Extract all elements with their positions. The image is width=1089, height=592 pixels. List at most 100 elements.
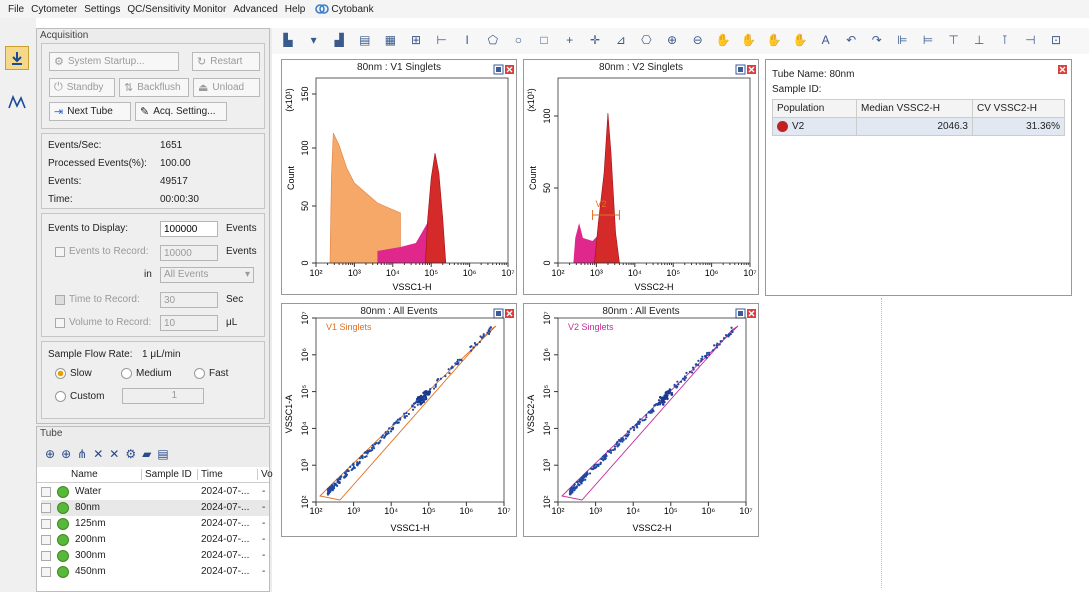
- col-sample-id[interactable]: Sample ID: [141, 469, 192, 480]
- zoom-in-icon[interactable]: ⊕: [664, 32, 680, 48]
- standby-button[interactable]: ⏻ Standby: [49, 78, 115, 97]
- events-to-record-checkbox[interactable]: [55, 247, 65, 257]
- next-tube-button[interactable]: ⇥ Next Tube: [49, 102, 131, 121]
- event-cluster-dot: [419, 399, 422, 402]
- event-dot: [599, 463, 601, 465]
- tube-group-icon[interactable]: ⋔: [77, 447, 93, 461]
- distribute-icon[interactable]: ⊺: [997, 32, 1013, 48]
- table-row[interactable]: 450nm 2024-07-... -: [41, 564, 269, 580]
- tube-checkbox[interactable]: [41, 503, 51, 513]
- ellipse-gate-icon[interactable]: ○: [510, 32, 526, 48]
- custom-radio[interactable]: [55, 391, 66, 402]
- overlay-icon[interactable]: ▟: [331, 32, 347, 48]
- col-population[interactable]: Population: [773, 100, 857, 118]
- menu-settings[interactable]: Settings: [84, 4, 120, 15]
- event-dot: [440, 378, 442, 380]
- events-to-display-input[interactable]: [160, 221, 218, 237]
- volume-to-record-input[interactable]: [160, 315, 218, 331]
- backflush-button[interactable]: ⇅ Backflush: [119, 78, 189, 97]
- statistics-panel[interactable]: Tube Name: 80nm Sample ID: Population Me…: [765, 59, 1072, 296]
- table-row[interactable]: 200nm 2024-07-... -: [41, 532, 269, 548]
- fast-radio[interactable]: [194, 368, 205, 379]
- event-dot: [728, 334, 730, 336]
- quadrant-gate-icon[interactable]: ✛: [587, 32, 603, 48]
- slow-radio[interactable]: [55, 368, 66, 379]
- system-startup-button[interactable]: ⚙ System Startup...: [49, 52, 179, 71]
- plot-v2-singlets[interactable]: 80nm : V2 Singlets 10² 10³ 10⁴ 10⁵ 10⁶ 10⁷ 100…: [523, 59, 759, 295]
- unload-button[interactable]: ⏏ Unload: [193, 78, 260, 97]
- undo-icon[interactable]: ↶: [843, 32, 859, 48]
- menu-qc[interactable]: QC/Sensitivity Monitor: [127, 4, 226, 15]
- delete-tube-icon[interactable]: ✕: [93, 447, 109, 461]
- tube-checkbox[interactable]: [41, 519, 51, 529]
- menu-advanced[interactable]: Advanced: [233, 4, 277, 15]
- add-tube-icon[interactable]: ⊕: [61, 447, 77, 461]
- cross-gate-icon[interactable]: +: [562, 32, 578, 48]
- pan2-icon[interactable]: ✋: [741, 32, 757, 48]
- folder-icon[interactable]: ▰: [142, 447, 157, 461]
- auto-gate-icon[interactable]: ⊿: [613, 32, 629, 48]
- align-bottom-icon[interactable]: ⊥: [971, 32, 987, 48]
- close-icon[interactable]: [1058, 65, 1067, 74]
- col-cv[interactable]: CV VSSC2-H: [973, 100, 1065, 118]
- medium-radio[interactable]: [121, 368, 132, 379]
- volume-to-record-checkbox[interactable]: [55, 318, 65, 328]
- col-median[interactable]: Median VSSC2-H: [857, 100, 973, 118]
- new-tube-icon[interactable]: ⊕: [45, 447, 61, 461]
- report-icon[interactable]: ▤: [157, 447, 174, 461]
- hist-dropdown-icon[interactable]: ▾: [306, 32, 322, 48]
- table-row[interactable]: Water 2024-07-... -: [41, 484, 269, 500]
- font-icon[interactable]: A: [818, 32, 834, 48]
- dot-plot-icon[interactable]: ▤: [357, 32, 373, 48]
- tube-checkbox[interactable]: [41, 487, 51, 497]
- restart-button[interactable]: ↻ Restart: [192, 52, 260, 71]
- grid-icon[interactable]: ⊞: [408, 32, 424, 48]
- table-row[interactable]: 300nm 2024-07-... -: [41, 548, 269, 564]
- time-to-record-input[interactable]: [160, 292, 218, 308]
- tube-checkbox[interactable]: [41, 551, 51, 561]
- distribute-h-icon[interactable]: ⊣: [1022, 32, 1038, 48]
- analysis-mode-button[interactable]: [5, 90, 29, 114]
- zoom-out-icon[interactable]: ⊖: [690, 32, 706, 48]
- menu-file[interactable]: File: [8, 4, 24, 15]
- col-name[interactable]: Name: [71, 469, 98, 480]
- menu-cytometer[interactable]: Cytometer: [31, 4, 77, 15]
- events-to-record-input[interactable]: [160, 245, 218, 261]
- custom-flow-input[interactable]: 1: [122, 388, 204, 404]
- pan-icon[interactable]: ✋: [715, 32, 731, 48]
- line-gate-icon[interactable]: I: [459, 32, 475, 48]
- redo-icon[interactable]: ↷: [869, 32, 885, 48]
- align-center-icon[interactable]: ⊨: [920, 32, 936, 48]
- acquisition-mode-button[interactable]: [5, 46, 29, 70]
- time-to-record-checkbox[interactable]: [55, 295, 65, 305]
- plot-v1-scatter[interactable]: 80nm : All Events 10² 10² 10³ 10³ 10⁴ 10⁴ 10⁵ 1…: [281, 303, 517, 537]
- histogram-icon[interactable]: ▙: [280, 32, 296, 48]
- rectangle-gate-icon[interactable]: □: [536, 32, 552, 48]
- col-volume[interactable]: Vo: [257, 469, 273, 480]
- col-time[interactable]: Time: [197, 469, 223, 480]
- tube-settings-icon[interactable]: ⚙: [125, 447, 142, 461]
- in-select[interactable]: All Events ▾: [160, 267, 254, 283]
- align-top-icon[interactable]: ⊤: [946, 32, 962, 48]
- delete-all-icon[interactable]: ✕: [109, 447, 125, 461]
- menu-help[interactable]: Help: [285, 4, 306, 15]
- density-icon[interactable]: ▦: [382, 32, 398, 48]
- polygon-gate-icon[interactable]: ⬠: [485, 32, 501, 48]
- table-row[interactable]: 80nm 2024-07-... -: [41, 500, 269, 516]
- gear-icon: ⚙: [54, 55, 64, 68]
- table-row[interactable]: V2 2046.3 31.36%: [773, 118, 1065, 136]
- layout-icon[interactable]: ⊡: [1048, 32, 1064, 48]
- menu-cytobank[interactable]: Cytobank: [315, 2, 373, 16]
- table-row[interactable]: 125nm 2024-07-... -: [41, 516, 269, 532]
- tube-checkbox[interactable]: [41, 567, 51, 577]
- plot-v2-scatter[interactable]: 80nm : All Events 10² 10² 10³ 10³ 10⁴ 10⁴ 10⁵ 1…: [523, 303, 759, 537]
- acq-setting-button[interactable]: ✎ Acq. Setting...: [135, 102, 227, 121]
- hand2-icon[interactable]: ✋: [792, 32, 808, 48]
- hand-icon[interactable]: ✋: [766, 32, 782, 48]
- range-gate-icon[interactable]: ⊢: [434, 32, 450, 48]
- lasso-icon[interactable]: ⎔: [638, 32, 654, 48]
- event-dot: [708, 354, 710, 356]
- align-left-icon[interactable]: ⊫: [894, 32, 910, 48]
- plot-v1-singlets[interactable]: 80nm : V1 Singlets 10² 10³ 10⁴ 10⁵ 10⁶ 10⁷ 150…: [281, 59, 517, 295]
- tube-checkbox[interactable]: [41, 535, 51, 545]
